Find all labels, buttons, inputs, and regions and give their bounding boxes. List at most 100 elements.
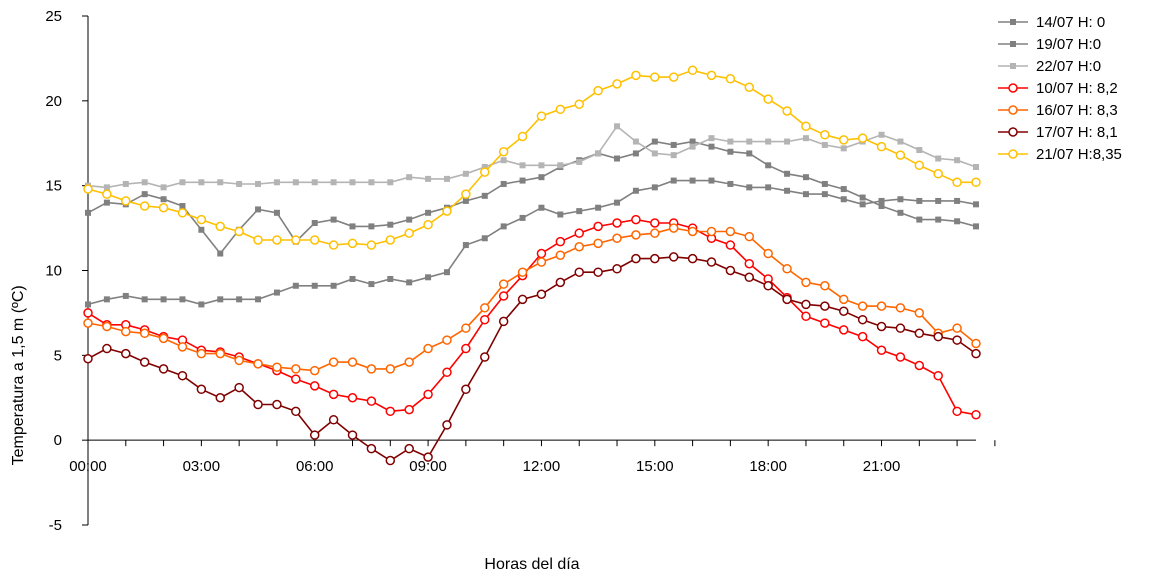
data-point bbox=[404, 357, 414, 367]
data-point bbox=[519, 177, 526, 184]
data-point bbox=[914, 360, 925, 371]
data-point bbox=[122, 180, 129, 187]
data-point bbox=[481, 164, 488, 171]
data-point bbox=[838, 294, 849, 305]
data-point bbox=[103, 184, 110, 191]
data-point bbox=[576, 158, 583, 165]
data-point bbox=[85, 301, 91, 308]
data-point bbox=[952, 335, 962, 345]
legend-item: 17/07 H: 8,1 bbox=[998, 124, 1118, 141]
data-point bbox=[423, 219, 433, 230]
data-point bbox=[574, 241, 584, 252]
legend-item: 16/07 H: 8,3 bbox=[998, 102, 1118, 119]
data-point bbox=[802, 135, 809, 142]
data-point bbox=[498, 291, 509, 301]
x-tick-label: 03:00 bbox=[183, 458, 221, 475]
data-point bbox=[480, 352, 490, 362]
series-line bbox=[87, 125, 977, 189]
legend: 14/07 H: 0 19/07 H:0 22/07 H:0 10/07 H: 8,2… bbox=[998, 14, 1122, 163]
data-point bbox=[650, 218, 660, 228]
data-point bbox=[933, 169, 943, 179]
data-point bbox=[121, 348, 131, 359]
data-point bbox=[935, 197, 942, 204]
data-point bbox=[538, 204, 545, 211]
series-line bbox=[87, 218, 977, 416]
data-point bbox=[498, 316, 509, 327]
data-point bbox=[876, 345, 887, 355]
data-point bbox=[498, 146, 509, 157]
data-point bbox=[480, 167, 490, 177]
data-point bbox=[857, 331, 868, 342]
data-point bbox=[763, 94, 773, 104]
data-point bbox=[160, 184, 167, 191]
y-tick-label: 5 bbox=[54, 347, 62, 364]
data-point bbox=[727, 138, 734, 145]
data-point bbox=[385, 235, 396, 245]
y-tick-label: 0 bbox=[54, 432, 62, 449]
data-point bbox=[612, 233, 622, 244]
x-tick-label: 15:00 bbox=[636, 458, 674, 475]
data-point bbox=[650, 72, 660, 82]
data-point bbox=[177, 342, 188, 352]
data-point bbox=[425, 175, 432, 182]
data-point bbox=[895, 323, 906, 333]
legend-label: 17/07 H: 8,1 bbox=[1036, 124, 1118, 141]
data-point bbox=[292, 179, 299, 186]
data-point bbox=[536, 248, 547, 259]
data-point bbox=[897, 209, 904, 216]
data-point bbox=[253, 399, 263, 410]
data-point bbox=[272, 235, 282, 245]
data-point bbox=[443, 269, 450, 276]
legend-label: 16/07 H: 8,3 bbox=[1036, 102, 1118, 119]
data-point bbox=[763, 281, 773, 291]
legend-marker bbox=[1008, 127, 1018, 137]
data-point bbox=[914, 328, 925, 339]
data-point bbox=[782, 264, 792, 274]
data-point bbox=[876, 321, 887, 332]
data-point bbox=[139, 201, 150, 211]
data-point bbox=[933, 370, 943, 381]
data-point bbox=[859, 201, 866, 208]
data-point bbox=[442, 335, 452, 345]
data-point bbox=[368, 179, 375, 186]
data-point bbox=[878, 131, 885, 138]
data-point bbox=[387, 275, 394, 282]
data-point bbox=[631, 230, 641, 240]
data-point bbox=[179, 296, 186, 303]
data-point bbox=[612, 79, 622, 89]
data-point bbox=[632, 138, 639, 145]
data-point bbox=[255, 180, 262, 187]
data-point bbox=[255, 296, 262, 303]
data-point bbox=[253, 359, 263, 369]
data-point bbox=[765, 138, 772, 145]
data-point bbox=[423, 452, 433, 462]
series-4 bbox=[83, 214, 981, 420]
data-point bbox=[291, 406, 301, 417]
data-point bbox=[973, 223, 979, 230]
data-point bbox=[330, 216, 337, 223]
x-tick-label: 06:00 bbox=[296, 458, 334, 475]
data-point bbox=[141, 296, 148, 303]
legend-label: 10/07 H: 8,2 bbox=[1036, 80, 1118, 97]
data-point bbox=[291, 374, 301, 384]
data-point bbox=[821, 141, 828, 148]
data-point bbox=[801, 311, 811, 322]
data-point bbox=[744, 82, 755, 93]
data-point bbox=[198, 179, 205, 186]
data-point bbox=[840, 196, 847, 203]
data-point bbox=[878, 197, 885, 204]
data-point bbox=[952, 177, 962, 188]
legend-marker bbox=[1008, 149, 1018, 159]
legend-item: 22/07 H:0 bbox=[998, 58, 1101, 75]
x-tick-label: 00:00 bbox=[69, 458, 107, 475]
data-point bbox=[632, 187, 639, 194]
x-tick-label: 12:00 bbox=[523, 458, 561, 475]
data-point bbox=[443, 175, 450, 182]
series-line bbox=[87, 256, 977, 462]
data-point bbox=[536, 257, 547, 267]
data-point bbox=[461, 343, 471, 354]
legend-item: 19/07 H:0 bbox=[998, 36, 1101, 53]
data-point bbox=[876, 141, 887, 152]
x-tick-label: 21:00 bbox=[863, 458, 901, 475]
data-point bbox=[784, 138, 791, 145]
